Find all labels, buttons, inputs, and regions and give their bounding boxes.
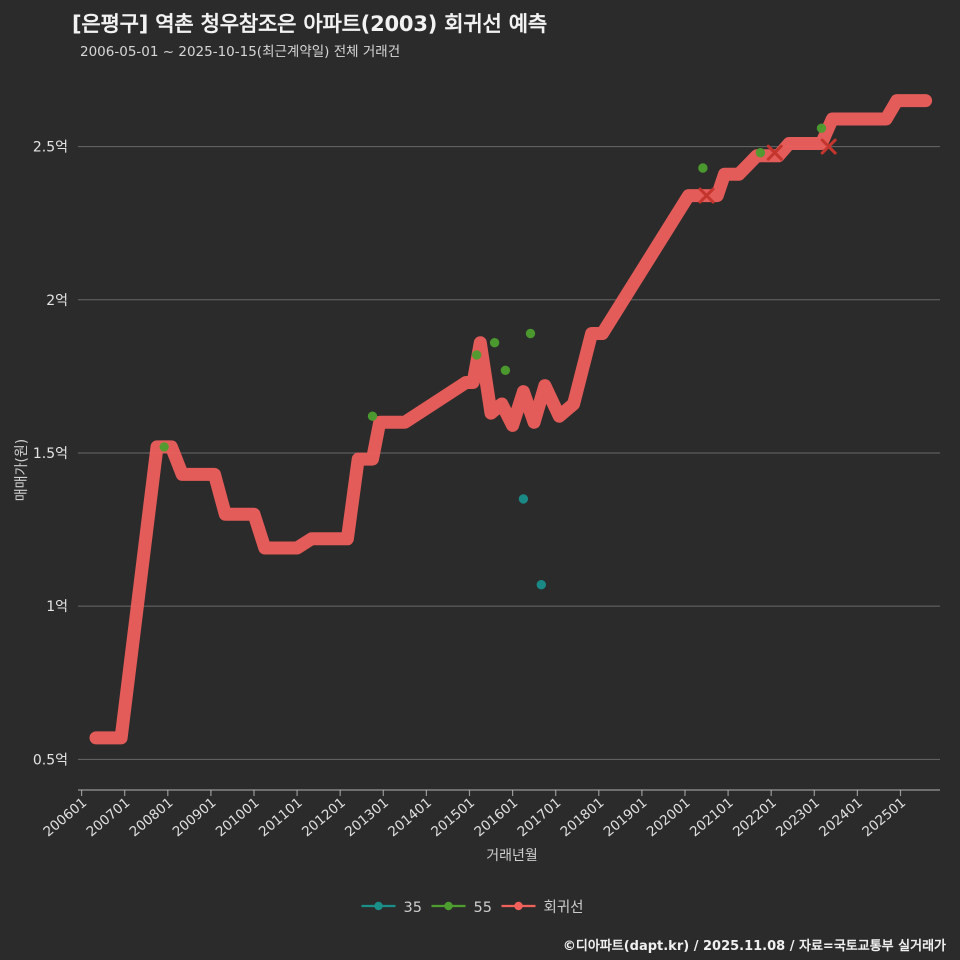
series-points-group: [159, 123, 827, 590]
x-tick-label: 201801: [558, 795, 608, 840]
chart-legend: 35 55 회귀선: [361, 899, 584, 916]
data-point-55: [755, 148, 766, 158]
data-point-55: [367, 411, 378, 421]
x-tick-label: 200601: [40, 795, 90, 840]
data-point-55: [472, 350, 482, 360]
data-point-55: [816, 123, 827, 133]
cancelled-markers-group: [698, 138, 837, 204]
legend-swatch-marker: [514, 901, 523, 911]
page-title: [은평구] 역촌 청우참조은 아파트(2003) 회귀선 예측: [72, 12, 547, 36]
legend-item-35[interactable]: 35: [361, 900, 422, 916]
legend-item-55[interactable]: 55: [431, 900, 492, 916]
x-tick-label: 201301: [342, 795, 392, 840]
regression-line: [89, 94, 933, 745]
cancelled-trade-marker: [698, 187, 715, 204]
regression-line-group: [89, 94, 933, 745]
y-tick-label: 1.5억: [33, 446, 68, 462]
legend-swatch-marker: [444, 901, 453, 911]
y-axis-ticks-group: 0.5억 1억 1.5억 2억 2.5억: [33, 140, 68, 769]
x-tick-label: 202501: [859, 795, 909, 840]
x-tick-label: 200901: [170, 795, 220, 840]
data-point-55: [525, 328, 536, 339]
x-tick-label: 202401: [816, 795, 866, 840]
gridlines-group: [78, 146, 940, 760]
y-tick-label: 2.5억: [33, 140, 68, 156]
y-axis-label: 매매가(원): [14, 439, 30, 501]
legend-swatch-marker: [374, 901, 383, 911]
data-point-55: [698, 163, 708, 173]
cancelled-trade-marker: [766, 144, 783, 161]
x-tick-label: 200801: [127, 795, 177, 840]
x-tick-label: 201601: [471, 795, 521, 840]
legend-label: 55: [474, 900, 492, 916]
chart-subtitle: 2006-05-01 ~ 2025-10-15(최근계약일) 전체 거래건: [80, 44, 401, 60]
y-tick-label: 2억: [46, 293, 68, 309]
x-tick-label: 202101: [687, 795, 737, 840]
x-axis-label: 거래년월: [486, 848, 538, 864]
y-tick-label: 1억: [46, 599, 68, 615]
legend-label: 35: [404, 900, 422, 916]
data-point-55: [489, 338, 500, 348]
data-point-35: [518, 494, 529, 504]
data-point-55: [500, 365, 511, 375]
x-tick-label: 202201: [730, 795, 780, 840]
x-tick-label: 201201: [299, 795, 349, 840]
footer-credit: ©디아파트(dapt.kr) / 2025.11.08 / 자료=국토교통부 실…: [562, 939, 946, 954]
legend-item-회귀선[interactable]: 회귀선: [501, 899, 584, 916]
x-axis-ticks-group: 2006012007012008012009012010012011012012…: [40, 790, 909, 840]
x-tick-label: 201401: [385, 795, 435, 840]
x-tick-label: 201701: [514, 795, 564, 840]
cancelled-trade-marker: [820, 138, 837, 155]
data-point-35: [536, 580, 546, 590]
y-tick-label: 0.5억: [33, 752, 68, 768]
x-tick-label: 201901: [601, 795, 651, 840]
legend-label: 회귀선: [544, 899, 584, 916]
x-tick-label: 202301: [773, 795, 823, 840]
x-tick-label: 202001: [644, 795, 694, 840]
data-point-55: [159, 442, 169, 452]
x-tick-label: 201001: [213, 795, 263, 840]
x-tick-label: 201501: [428, 795, 478, 840]
x-tick-label: 200701: [83, 795, 133, 840]
x-tick-label: 201101: [256, 795, 306, 840]
